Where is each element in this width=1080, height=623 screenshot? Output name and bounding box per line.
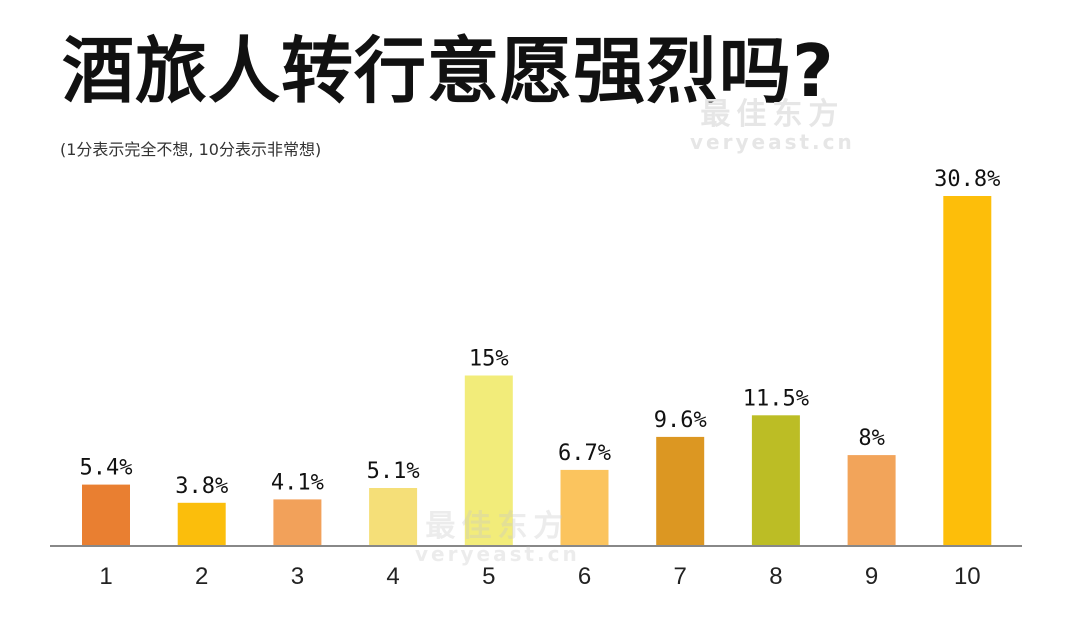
data-label-5: 15% — [469, 347, 509, 372]
bar-9 — [847, 455, 896, 546]
bar-3 — [273, 499, 322, 546]
data-label-10: 30.8% — [934, 167, 1000, 192]
bar-5 — [464, 375, 513, 546]
data-label-6: 6.7% — [558, 441, 611, 466]
x-tick-labels-group: 1 2 3 4 5 6 7 8 9 10 — [99, 563, 980, 590]
bar-labels-group: 5.4% 3.8% 4.1% 5.1% 15% 6.7% 9.6% 11.5% 8% 30.8% — [80, 167, 1001, 499]
x-tick-2: 2 — [195, 563, 208, 590]
data-label-3: 4.1% — [271, 470, 324, 495]
bar-10 — [943, 196, 992, 546]
data-label-7: 9.6% — [654, 408, 707, 433]
x-tick-7: 7 — [674, 563, 687, 590]
x-tick-8: 8 — [769, 563, 782, 590]
data-label-1: 5.4% — [80, 456, 133, 481]
bar-7 — [656, 436, 705, 546]
x-tick-3: 3 — [291, 563, 304, 590]
x-tick-4: 4 — [386, 563, 399, 590]
bar-1 — [82, 484, 130, 546]
bar-2 — [177, 502, 226, 546]
data-label-8: 11.5% — [743, 386, 809, 411]
x-tick-5: 5 — [482, 563, 495, 590]
chart-title: 酒旅人转行意愿强烈吗? — [62, 29, 835, 113]
x-tick-10: 10 — [954, 563, 981, 590]
x-tick-1: 1 — [99, 563, 112, 590]
bars-group — [82, 196, 992, 546]
data-label-9: 8% — [858, 426, 885, 451]
bar-8 — [751, 415, 800, 546]
bar-6 — [560, 469, 609, 546]
chart-subtitle: (1分表示完全不想, 10分表示非常想) — [60, 140, 322, 159]
data-label-4: 5.1% — [367, 459, 420, 484]
x-tick-6: 6 — [578, 563, 591, 590]
bar-4 — [369, 488, 418, 546]
data-label-2: 3.8% — [175, 474, 228, 499]
x-tick-9: 9 — [865, 563, 878, 590]
